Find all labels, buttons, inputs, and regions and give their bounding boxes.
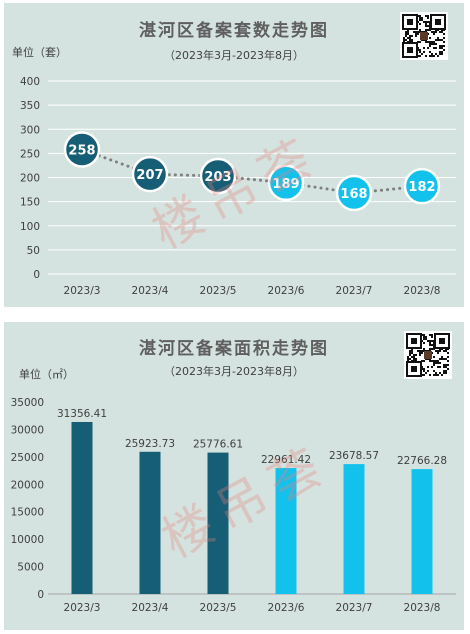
y-tick-label: 300: [20, 124, 40, 136]
data-point: [131, 155, 169, 193]
data-point: [267, 164, 305, 202]
y-tick-label: 30000: [11, 424, 44, 436]
x-tick-label: 2023/4: [132, 285, 169, 297]
data-label: 258: [68, 144, 95, 159]
area-chart-panel: 湛河区备案面积走势图 （2023年3月-2023年8月） 单位（㎡） 0 5000…: [4, 322, 464, 630]
data-point: [403, 167, 441, 205]
y-tick-label: 10000: [11, 534, 44, 546]
data-point: [199, 157, 237, 195]
y-tick-label: 250: [20, 148, 40, 160]
qr-code-icon: [404, 331, 452, 379]
data-label: 22766.28: [397, 455, 447, 467]
qr-code-icon: [400, 12, 448, 60]
y-tick-label: 35000: [11, 397, 44, 409]
x-tick-label: 2023/7: [336, 285, 373, 297]
data-label: 31356.41: [57, 408, 107, 420]
units-line-chart: 0 50 100 150 200 250 300 350 400 2023/3 2023/4 2023…: [20, 76, 456, 297]
y-tick-label: 25000: [11, 452, 44, 464]
y-tick-label: 50: [27, 245, 40, 257]
y-unit-label: 单位（㎡）: [19, 368, 74, 381]
y-tick-label: 0: [37, 589, 44, 601]
y-unit-label: 单位（套）: [12, 46, 67, 59]
data-label: 203: [204, 170, 231, 185]
x-tick-label: 2023/5: [200, 602, 237, 614]
units-chart-panel: 湛河区备案套数走势图 （2023年3月-2023年8月） 单位（套） 0 50 10…: [4, 3, 464, 307]
x-tick-label: 2023/5: [200, 285, 237, 297]
bar: [139, 451, 161, 594]
y-tick-label: 350: [20, 100, 40, 112]
data-label: 168: [340, 187, 367, 202]
y-tick-label: 20000: [11, 479, 44, 491]
x-tick-label: 2023/3: [64, 602, 101, 614]
bar: [71, 421, 93, 594]
bar: [343, 464, 365, 594]
data-label: 22961.42: [261, 454, 311, 466]
y-tick-label: 15000: [11, 507, 44, 519]
y-tick-label: 400: [20, 76, 40, 88]
data-label: 182: [408, 180, 435, 195]
data-label: 189: [272, 177, 299, 192]
bar: [411, 469, 433, 594]
y-tick-label: 150: [20, 197, 40, 209]
chart-subtitle: （2023年3月-2023年8月）: [164, 365, 304, 378]
y-tick-label: 5000: [17, 562, 44, 574]
data-label: 25923.73: [125, 438, 175, 450]
x-tick-label: 2023/4: [132, 602, 169, 614]
x-tick-label: 2023/8: [404, 285, 441, 297]
chart-subtitle: （2023年3月-2023年8月）: [164, 49, 304, 62]
y-tick-label: 100: [20, 221, 40, 233]
x-tick-label: 2023/7: [336, 602, 373, 614]
x-tick-label: 2023/6: [268, 602, 305, 614]
chart-title: 湛河区备案套数走势图: [139, 21, 329, 41]
data-label: 25776.61: [193, 439, 243, 451]
data-point: [335, 174, 373, 212]
y-tick-label: 200: [20, 173, 40, 185]
area-bar-chart: 0 5000 10000 15000 20000 25000 30000 35000 31356…: [11, 397, 456, 614]
x-tick-label: 2023/6: [268, 285, 305, 297]
y-tick-label: 0: [33, 269, 40, 281]
data-label: 23678.57: [329, 450, 379, 462]
bar: [207, 452, 229, 594]
chart-title: 湛河区备案面积走势图: [139, 339, 329, 359]
x-tick-label: 2023/8: [404, 602, 441, 614]
data-label: 207: [136, 168, 163, 183]
bar: [275, 468, 297, 594]
data-point: [63, 131, 101, 168]
x-tick-label: 2023/3: [64, 285, 101, 297]
